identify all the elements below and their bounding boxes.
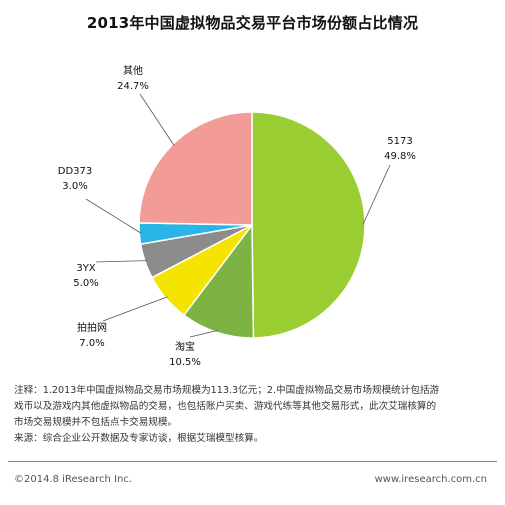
leader-line bbox=[139, 93, 175, 146]
leader-line bbox=[362, 164, 391, 225]
chart-title: 2013年中国虚拟物品交易平台市场份额占比情况 bbox=[86, 14, 419, 32]
website-text: www.iresearch.com.cn bbox=[374, 474, 487, 485]
note-line: 戏币以及游戏内其他虚拟物品的交易，也包括账户买卖、游戏代练等其他交易形式，此次艾… bbox=[14, 401, 437, 412]
slice-name-label: 拍拍网 bbox=[77, 321, 107, 334]
pie-slice-0 bbox=[251, 111, 366, 339]
pie-chart: 5173 49.8% 淘宝 10.5% 拍拍网 7.0% 3YX 5.0% DD373 3.0% 其… bbox=[58, 64, 416, 368]
footer-divider bbox=[8, 461, 497, 462]
slice-name-label: 5173 bbox=[387, 136, 412, 147]
slice-labels: 5173 49.8% 淘宝 10.5% 拍拍网 7.0% 3YX 5.0% DD373 3.0% 其… bbox=[58, 64, 416, 368]
slice-name-label: DD373 bbox=[58, 166, 93, 177]
pie-slice-1 bbox=[182, 222, 255, 339]
leader-line bbox=[95, 260, 147, 263]
slice-value-label: 10.5% bbox=[169, 357, 201, 368]
leader-lines bbox=[85, 93, 391, 338]
slice-value-label: 7.0% bbox=[79, 338, 104, 349]
note-line: 市场交易规模并不包括点卡交易规模。 bbox=[14, 417, 178, 428]
slice-value-label: 3.0% bbox=[62, 181, 87, 192]
pie-slices bbox=[138, 111, 366, 339]
slice-name-label: 淘宝 bbox=[175, 340, 195, 353]
notes-block: 注释：1.2013年中国虚拟物品交易市场规模为113.3亿元；2.中国虚拟物品交… bbox=[14, 383, 494, 447]
leader-line bbox=[102, 296, 168, 322]
pie-slice-5 bbox=[138, 111, 253, 226]
copyright-text: ©2014.8 iResearch Inc. bbox=[14, 474, 132, 485]
note-line: 注释：1.2013年中国虚拟物品交易市场规模为113.3亿元；2.中国虚拟物品交… bbox=[14, 385, 440, 396]
leader-line bbox=[189, 330, 218, 338]
slice-name-label: 其他 bbox=[123, 64, 143, 77]
leader-line bbox=[85, 198, 142, 234]
source-line: 来源：综合企业公开数据及专家访谈，根据艾瑞模型核算。 bbox=[14, 433, 264, 444]
slice-value-label: 24.7% bbox=[117, 81, 149, 92]
slice-value-label: 49.8% bbox=[384, 151, 416, 162]
slice-name-label: 3YX bbox=[76, 263, 95, 274]
slice-value-label: 5.0% bbox=[73, 278, 98, 289]
